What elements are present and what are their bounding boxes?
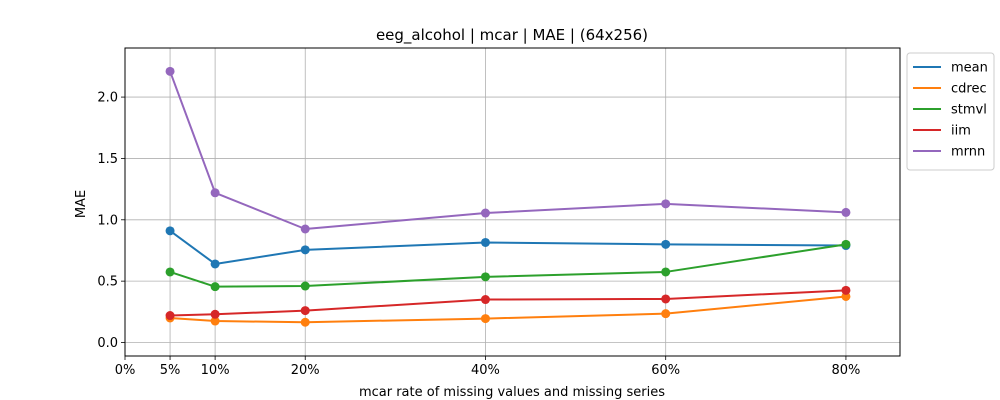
- x-axis-label: mcar rate of missing values and missing …: [359, 385, 665, 400]
- data-point-cdrec: [300, 317, 310, 327]
- legend-box: [906, 52, 995, 171]
- y-tick-label: 1.5: [97, 152, 118, 167]
- data-point-mean: [661, 239, 671, 249]
- data-point-cdrec: [480, 314, 490, 324]
- data-point-stmvl: [165, 267, 175, 277]
- legend-label: iim: [951, 124, 971, 139]
- data-point-iim: [300, 306, 310, 316]
- data-point-cdrec: [661, 309, 671, 319]
- data-point-stmvl: [480, 272, 490, 282]
- x-tick-label: 60%: [651, 363, 680, 378]
- data-point-mrnn: [841, 207, 851, 217]
- data-point-mrnn: [300, 224, 310, 234]
- data-point-iim: [841, 285, 851, 295]
- y-tick-label: 0.5: [97, 275, 118, 290]
- x-tick-label: 0%: [115, 363, 136, 378]
- series-mrnn: [165, 66, 851, 234]
- legend-label: mrnn: [951, 145, 985, 160]
- data-point-stmvl: [661, 267, 671, 277]
- series-mean: [165, 226, 851, 269]
- data-point-iim: [165, 311, 175, 321]
- grid: [124, 48, 900, 356]
- axes-frame: [124, 47, 901, 357]
- data-point-mean: [300, 245, 310, 255]
- legend: mean cdrec stmvl iim mrnn: [906, 52, 995, 171]
- legend-item-iim: iim: [913, 124, 971, 139]
- y-tick-label: 2.0: [97, 91, 118, 106]
- series-line-mrnn: [169, 70, 846, 230]
- series-layer: [165, 66, 851, 327]
- data-point-iim: [661, 294, 671, 304]
- y-axis-label: MAE: [74, 190, 89, 218]
- data-point-cdrec: [210, 316, 220, 326]
- series-cdrec: [165, 291, 851, 327]
- data-point-mrnn: [210, 188, 220, 198]
- series-line-cdrec: [169, 295, 847, 324]
- data-point-mean: [480, 237, 490, 247]
- data-point-iim: [480, 295, 490, 305]
- x-tick-label: 20%: [291, 363, 320, 378]
- legend-item-mean: mean: [913, 61, 988, 76]
- data-point-stmvl: [841, 239, 851, 249]
- data-point-mean: [165, 226, 175, 236]
- series-stmvl: [165, 239, 851, 292]
- y-tick-label: 1.0: [97, 213, 118, 228]
- data-point-mrnn: [480, 208, 490, 218]
- x-tick-label: 40%: [471, 363, 500, 378]
- chart-title: eeg_alcohol | mcar | MAE | (64x256): [376, 26, 648, 45]
- data-point-mean: [210, 259, 220, 269]
- data-point-mrnn: [165, 66, 175, 76]
- data-point-mrnn: [661, 199, 671, 209]
- x-tick-label: 80%: [831, 363, 860, 378]
- x-tick-label: 10%: [201, 363, 230, 378]
- data-point-stmvl: [300, 281, 310, 291]
- series-line-mean: [169, 230, 846, 265]
- legend-item-stmvl: stmvl: [913, 103, 987, 118]
- y-tick-label: 0.0: [97, 336, 118, 351]
- data-point-iim: [210, 309, 220, 319]
- legend-item-mrnn: mrnn: [913, 145, 985, 160]
- legend-item-cdrec: cdrec: [913, 82, 987, 97]
- legend-label: cdrec: [951, 82, 987, 97]
- series-line-iim: [170, 289, 846, 317]
- legend-label: stmvl: [951, 103, 987, 118]
- x-tick-label: 5%: [160, 363, 181, 378]
- data-point-stmvl: [210, 282, 220, 292]
- ticks: 0% 5% 10% 20% 40% 60% 80% 0.0 0.5 1.0 1.5 2.0: [97, 91, 860, 378]
- legend-label: mean: [951, 61, 988, 76]
- series-line-stmvl: [169, 243, 847, 288]
- series-iim: [165, 285, 851, 321]
